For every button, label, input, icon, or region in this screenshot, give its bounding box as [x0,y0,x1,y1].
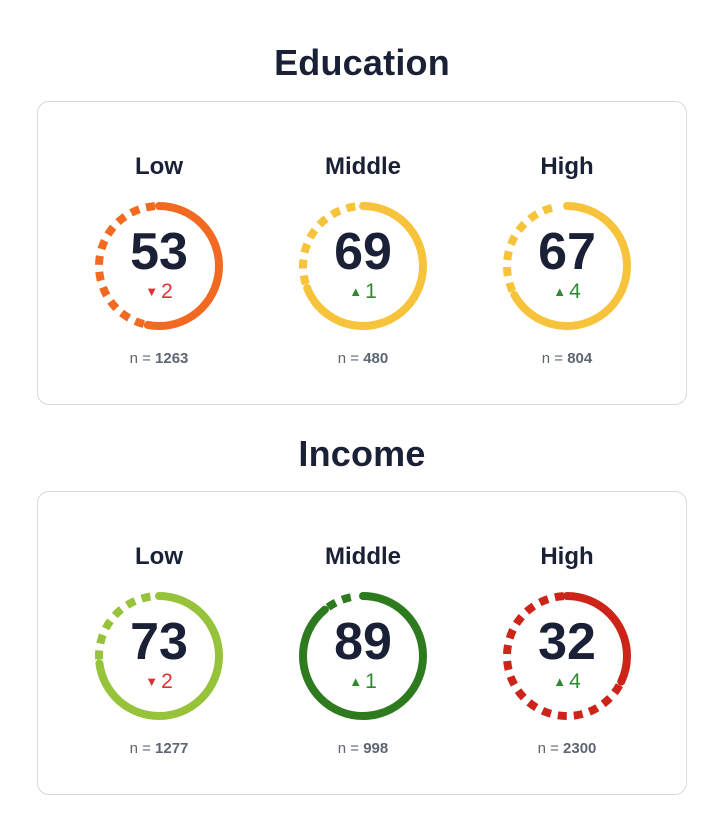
gauge-label: High [540,153,594,180]
gauge-label: Middle [325,543,401,570]
gauge-value: 89 [334,613,392,671]
sample-size-prefix: n = [541,350,568,367]
gauge-value: 32 [538,613,596,671]
sample-size: n = 1277 [79,740,239,757]
sample-size-value: 2300 [563,740,597,757]
gauge-ring: 32 ▲ 4 [497,586,637,726]
gauge-ring-svg [299,592,427,720]
sample-size-value: 804 [567,350,593,367]
delta-arrow-icon: ▲ [349,284,363,299]
sample-size: n = 2300 [487,740,647,757]
delta-value: 2 [161,280,173,303]
gauge-label: High [540,543,594,570]
education-card: Low 53 ▼ 2 n = 1263 Middle 69 ▲ 1 n = 480 … [37,101,687,405]
delta-value: 2 [161,670,173,693]
gauge-value: 53 [130,223,188,281]
sample-size-prefix: n = [537,740,564,757]
section-title-income: Income [298,433,426,474]
gauge-ring: 73 ▼ 2 [89,586,229,726]
sample-size: n = 998 [283,740,443,757]
gauge-value-arc [503,202,631,330]
gauge-value-arc [95,592,223,720]
gauge-value: 67 [538,223,596,281]
sample-size: n = 804 [487,350,647,367]
delta-value: 1 [365,280,377,303]
sample-size-value: 998 [363,740,389,757]
gauge-income-low: Low 73 ▼ 2 n = 1277 [79,542,239,757]
gauge-value-arc [95,202,223,330]
gauge-label: Low [135,543,183,570]
delta-arrow-icon: ▼ [145,674,159,689]
section-title-education: Education [274,42,450,83]
sample-size-prefix: n = [337,740,364,757]
sample-size-value: 1277 [155,740,189,757]
gauge-ring: 69 ▲ 1 [293,196,433,336]
gauge-value-arc [503,592,631,720]
sample-size-value: 480 [363,350,389,367]
sample-size-prefix: n = [129,740,156,757]
gauge-delta: ▲ 4 [497,670,637,694]
delta-value: 1 [365,670,377,693]
delta-arrow-icon: ▼ [145,284,159,299]
gauge-ring-svg [95,592,223,720]
sample-size: n = 480 [283,350,443,367]
gauge-ring-svg [503,202,631,330]
gauge-value: 73 [130,613,188,671]
sample-size-value: 1263 [155,350,189,367]
gauge-delta: ▲ 1 [293,670,433,694]
gauge-ring: 53 ▼ 2 [89,196,229,336]
gauge-ring-svg [95,202,223,330]
gauge-delta: ▲ 4 [497,280,637,304]
gauge-label: Low [135,153,183,180]
delta-value: 4 [569,670,581,693]
gauge-education-middle: Middle 69 ▲ 1 n = 480 [283,152,443,367]
gauge-delta: ▼ 2 [89,280,229,304]
gauge-ring: 89 ▲ 1 [293,586,433,726]
income-card: Low 73 ▼ 2 n = 1277 Middle 89 ▲ 1 n = 998 … [37,491,687,795]
gauge-delta: ▲ 1 [293,280,433,304]
gauge-education-high: High 67 ▲ 4 n = 804 [487,152,647,367]
sample-size-prefix: n = [337,350,364,367]
gauge-ring: 67 ▲ 4 [497,196,637,336]
sample-size-prefix: n = [129,350,156,367]
gauge-ring-svg [503,592,631,720]
gauge-income-high: High 32 ▲ 4 n = 2300 [487,542,647,757]
delta-arrow-icon: ▲ [553,674,567,689]
delta-value: 4 [569,280,581,303]
gauge-value-arc [299,592,427,720]
gauge-label: Middle [325,153,401,180]
gauge-income-middle: Middle 89 ▲ 1 n = 998 [283,542,443,757]
delta-arrow-icon: ▲ [349,674,363,689]
sample-size: n = 1263 [79,350,239,367]
gauge-value: 69 [334,223,392,281]
gauge-education-low: Low 53 ▼ 2 n = 1263 [79,152,239,367]
gauge-remainder-arc [299,202,427,330]
gauge-delta: ▼ 2 [89,670,229,694]
gauge-value-arc [299,202,427,330]
gauge-remainder-arc [95,592,223,720]
delta-arrow-icon: ▲ [553,284,567,299]
gauge-ring-svg [299,202,427,330]
